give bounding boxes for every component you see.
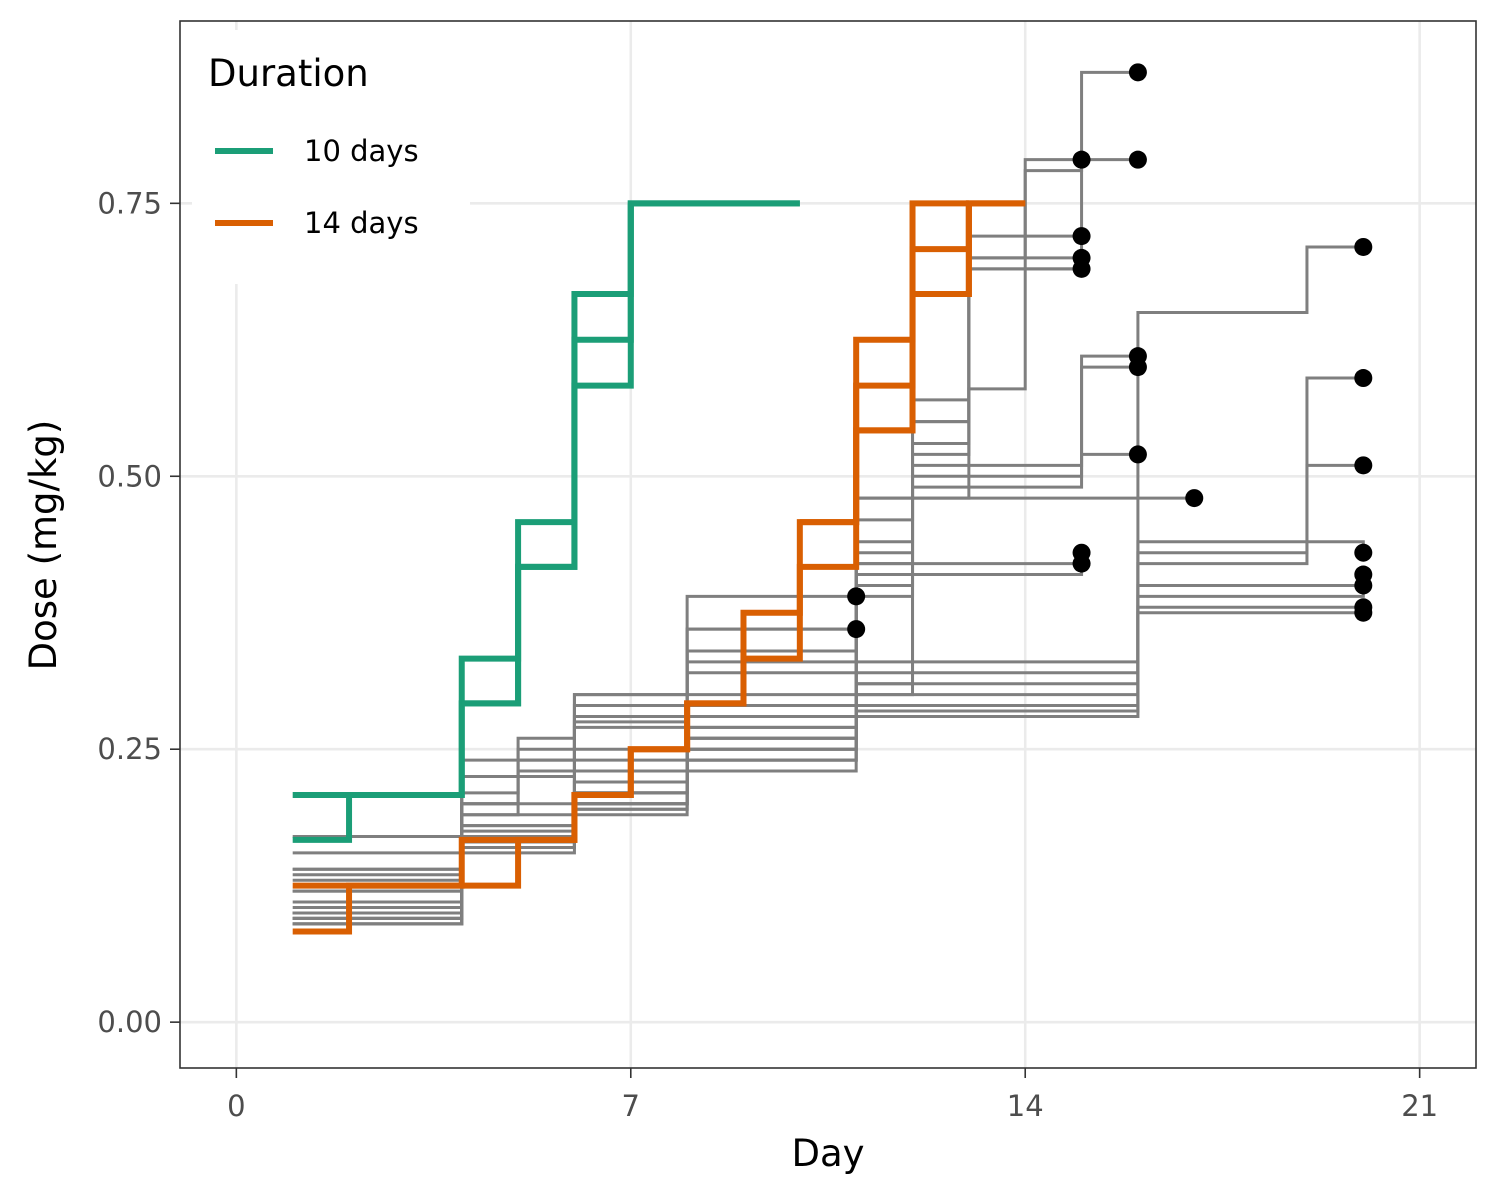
- end-point: [1072, 543, 1091, 562]
- end-point: [1354, 576, 1373, 595]
- end-point: [1354, 369, 1373, 388]
- x-tick-label: 14: [1007, 1089, 1044, 1123]
- legend: Duration 10 days 14 days: [192, 30, 470, 284]
- legend-title: Duration: [208, 52, 369, 95]
- end-point: [1185, 489, 1204, 508]
- y-tick-label: 0.00: [97, 1005, 162, 1039]
- y-tick-label: 0.75: [97, 186, 162, 220]
- x-tick-label: 7: [622, 1089, 640, 1123]
- series-line-10-days: [461, 203, 634, 707]
- legend-background: [192, 30, 470, 284]
- end-point: [1072, 259, 1091, 278]
- legend-label-14-days: 14 days: [304, 206, 419, 240]
- legend-label-10-days: 10 days: [304, 134, 419, 168]
- y-axis-title: Dose (mg/kg): [22, 420, 65, 671]
- series-line-other: [292, 267, 1082, 893]
- plot-border: [179, 20, 1477, 1069]
- x-axis-title: Day: [791, 1132, 864, 1175]
- end-point: [1354, 456, 1373, 475]
- x-tick-label: 0: [227, 1089, 245, 1123]
- end-point: [1354, 237, 1373, 256]
- axis-ticks: 0 7 14 21 0.00 0.25 0.50 0.75: [97, 186, 1438, 1123]
- end-points: [847, 63, 1373, 639]
- end-point: [1354, 543, 1373, 562]
- y-tick-label: 0.50: [97, 459, 162, 493]
- end-point: [1128, 445, 1147, 464]
- end-point: [847, 587, 866, 606]
- end-point: [1128, 347, 1147, 366]
- end-point: [1354, 603, 1373, 622]
- end-point: [1128, 150, 1147, 169]
- series-line-14-days: [856, 203, 972, 434]
- series-line-other: [292, 354, 1138, 910]
- y-tick-label: 0.25: [97, 732, 162, 766]
- end-point: [1072, 150, 1091, 169]
- series-line-other: [292, 256, 1082, 882]
- x-tick-label: 21: [1401, 1089, 1438, 1123]
- highlighted-series: [292, 200, 1026, 935]
- series-line-other: [292, 245, 1364, 915]
- background-series: [292, 70, 1365, 926]
- series-line-other: [292, 605, 1364, 915]
- end-point: [847, 620, 866, 639]
- end-point: [1072, 227, 1091, 246]
- end-point: [1128, 63, 1147, 82]
- series-line-14-days: [799, 200, 969, 526]
